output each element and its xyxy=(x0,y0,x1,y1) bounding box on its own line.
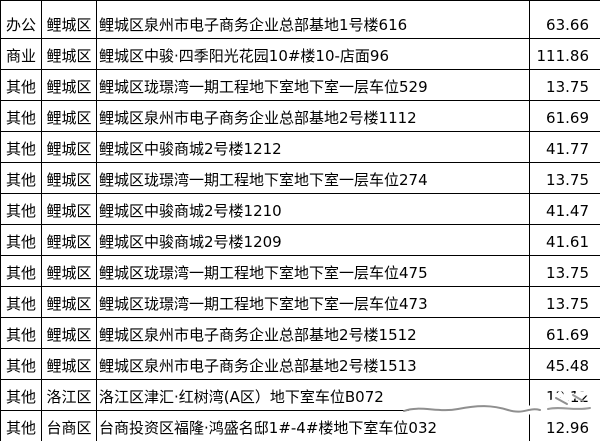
cell-value: 41.77 xyxy=(529,131,600,163)
cell-value: 41.47 xyxy=(529,193,600,225)
table-row: 其他 鲤城区 鲤城区珑璟湾一期工程地下室地下室一层车位529 13.75 xyxy=(0,69,600,101)
cell-type: 商业 xyxy=(0,38,42,70)
cell-type: 其他 xyxy=(0,69,42,101)
cell-type: 其他 xyxy=(0,162,42,194)
table-row: 其他 洛江区 洛江区津汇·红树湾(A区）地下室车位B072 12.12 xyxy=(0,379,600,411)
cell-type: 其他 xyxy=(0,410,42,441)
cell-value: 45.48 xyxy=(529,348,600,380)
cell-address: 鲤城区珑璟湾一期工程地下室地下室一层车位473 xyxy=(96,286,530,318)
cell-value: 61.69 xyxy=(529,100,600,132)
table-row: 办公 鲤城区 鲤城区泉州市电子商务企业总部基地1号楼616 63.66 xyxy=(0,0,600,39)
table-row: 其他 鲤城区 鲤城区中骏商城2号楼1209 41.61 xyxy=(0,224,600,256)
cell-address: 鲤城区珑璟湾一期工程地下室地下室一层车位475 xyxy=(96,255,530,287)
cell-type: 其他 xyxy=(0,348,42,380)
cell-address: 洛江区津汇·红树湾(A区）地下室车位B072 xyxy=(96,379,530,411)
table-row: 其他 鲤城区 鲤城区珑璟湾一期工程地下室地下室一层车位475 13.75 xyxy=(0,255,600,287)
cell-type: 其他 xyxy=(0,193,42,225)
cell-value: 13.75 xyxy=(529,286,600,318)
cell-value: 12.96 xyxy=(529,410,600,441)
cell-address: 鲤城区中骏商城2号楼1212 xyxy=(96,131,530,163)
cell-district: 鲤城区 xyxy=(41,286,97,318)
cell-address: 台商投资区福隆·鸿盛名邸1#-4#楼地下室车位032 xyxy=(96,410,530,441)
cell-type: 其他 xyxy=(0,317,42,349)
cell-district: 鲤城区 xyxy=(41,38,97,70)
cell-district: 洛江区 xyxy=(41,379,97,411)
cell-address: 鲤城区珑璟湾一期工程地下室地下室一层车位274 xyxy=(96,162,530,194)
cell-address: 鲤城区泉州市电子商务企业总部基地2号楼1512 xyxy=(96,317,530,349)
cell-address: 鲤城区泉州市电子商务企业总部基地1号楼616 xyxy=(96,0,530,39)
table-row: 其他 鲤城区 鲤城区中骏商城2号楼1212 41.77 xyxy=(0,131,600,163)
cell-type: 其他 xyxy=(0,224,42,256)
table-row: 其他 鲤城区 鲤城区泉州市电子商务企业总部基地2号楼1513 45.48 xyxy=(0,348,600,380)
table-row: 其他 鲤城区 鲤城区泉州市电子商务企业总部基地2号楼1512 61.69 xyxy=(0,317,600,349)
table-row: 其他 鲤城区 鲤城区泉州市电子商务企业总部基地2号楼1112 61.69 xyxy=(0,100,600,132)
cell-district: 鲤城区 xyxy=(41,193,97,225)
cell-value: 13.75 xyxy=(529,69,600,101)
cell-type: 其他 xyxy=(0,131,42,163)
cell-address: 鲤城区泉州市电子商务企业总部基地2号楼1112 xyxy=(96,100,530,132)
table-row: 其他 台商区 台商投资区福隆·鸿盛名邸1#-4#楼地下室车位032 12.96 xyxy=(0,410,600,441)
cell-address: 鲤城区中骏商城2号楼1209 xyxy=(96,224,530,256)
cell-district: 鲤城区 xyxy=(41,100,97,132)
cell-value: 13.75 xyxy=(529,255,600,287)
table-row: 商业 鲤城区 鲤城区中骏·四季阳光花园10#楼10-店面96 111.86 xyxy=(0,38,600,70)
cell-district: 鲤城区 xyxy=(41,162,97,194)
table-row: 其他 鲤城区 鲤城区中骏商城2号楼1210 41.47 xyxy=(0,193,600,225)
cell-district: 鲤城区 xyxy=(41,224,97,256)
cell-address: 鲤城区中骏·四季阳光花园10#楼10-店面96 xyxy=(96,38,530,70)
cell-address: 鲤城区中骏商城2号楼1210 xyxy=(96,193,530,225)
cell-value: 63.66 xyxy=(529,0,600,39)
cell-district: 台商区 xyxy=(41,410,97,441)
table-row: 其他 鲤城区 鲤城区珑璟湾一期工程地下室地下室一层车位473 13.75 xyxy=(0,286,600,318)
cell-type: 其他 xyxy=(0,286,42,318)
cell-address: 鲤城区泉州市电子商务企业总部基地2号楼1513 xyxy=(96,348,530,380)
cell-district: 鲤城区 xyxy=(41,0,97,39)
cell-type: 其他 xyxy=(0,379,42,411)
cell-type: 其他 xyxy=(0,100,42,132)
cell-district: 鲤城区 xyxy=(41,131,97,163)
cell-type: 其他 xyxy=(0,255,42,287)
cell-value: 13.75 xyxy=(529,162,600,194)
cell-district: 鲤城区 xyxy=(41,317,97,349)
cell-value: 61.69 xyxy=(529,317,600,349)
cell-value: 41.61 xyxy=(529,224,600,256)
cell-value: 12.12 xyxy=(529,379,600,411)
cell-value: 111.86 xyxy=(529,38,600,70)
cell-district: 鲤城区 xyxy=(41,255,97,287)
cell-type: 办公 xyxy=(0,0,42,39)
table-row: 其他 鲤城区 鲤城区珑璟湾一期工程地下室地下室一层车位274 13.75 xyxy=(0,162,600,194)
cell-address: 鲤城区珑璟湾一期工程地下室地下室一层车位529 xyxy=(96,69,530,101)
cell-district: 鲤城区 xyxy=(41,69,97,101)
cell-district: 鲤城区 xyxy=(41,348,97,380)
